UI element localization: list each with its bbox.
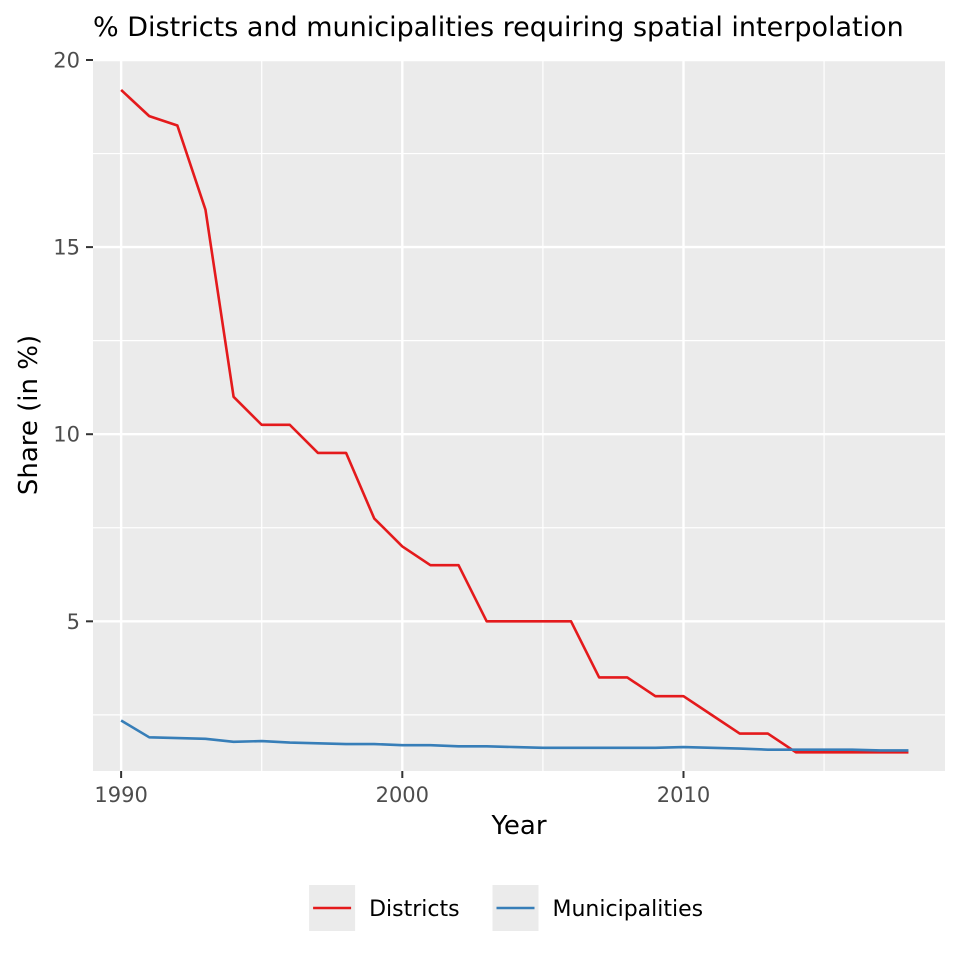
x-tick-label: 2000 <box>376 783 429 807</box>
y-tick-label: 20 <box>53 49 80 73</box>
legend-item-municipalities: Municipalities <box>492 885 704 931</box>
x-axis: 1990 2000 2010 <box>94 771 710 807</box>
legend-label: Districts <box>369 897 459 922</box>
x-tick-label: 1990 <box>94 783 147 807</box>
major-gridlines <box>93 58 945 771</box>
legend-label: Municipalities <box>553 897 704 922</box>
x-tick-label: 2010 <box>657 783 710 807</box>
series-line-districts <box>120 88 909 754</box>
y-axis-title: Share (in %) <box>14 335 44 495</box>
y-tick-label: 15 <box>53 236 80 260</box>
legend-item-districts: Districts <box>309 885 460 931</box>
y-tick-label: 5 <box>67 610 80 634</box>
y-axis: 5 10 15 20 <box>53 49 93 634</box>
series-lines <box>120 88 909 754</box>
x-axis-title: Year <box>490 811 546 841</box>
minor-gridlines <box>93 60 945 771</box>
chart-title: % Districts and municipalities requiring… <box>93 12 904 43</box>
y-tick-label: 10 <box>53 423 80 447</box>
legend: Districts Municipalities <box>309 885 703 931</box>
plot-panel <box>93 60 945 771</box>
series-line-municipalities <box>120 719 909 752</box>
